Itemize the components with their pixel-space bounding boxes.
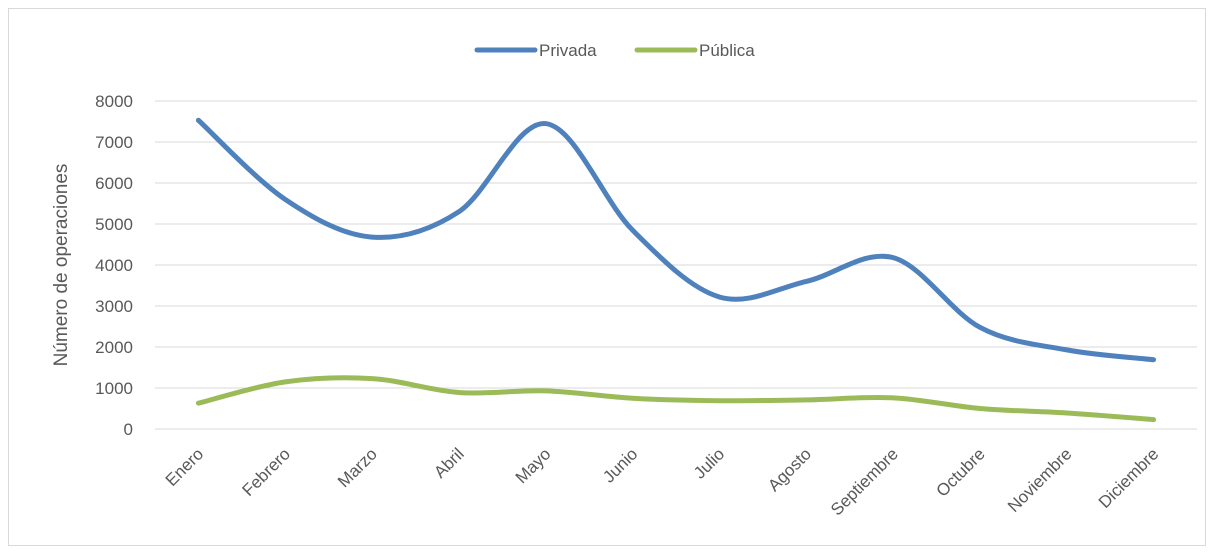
x-tick-label: Julio bbox=[690, 444, 728, 482]
y-tick-labels: 0 1000 2000 3000 4000 5000 6000 7000 8000 bbox=[95, 92, 133, 439]
y-tick-label: 2000 bbox=[95, 338, 133, 357]
y-tick-label: 1000 bbox=[95, 379, 133, 398]
series-lines bbox=[195, 117, 1157, 423]
series-line-privada bbox=[195, 117, 1157, 363]
x-tick-labels: Enero Febrero Marzo Abril Mayo Junio Julio Agos… bbox=[162, 444, 1163, 519]
x-tick-label: Junio bbox=[599, 444, 641, 486]
y-tick-label: 3000 bbox=[95, 297, 133, 316]
y-tick-label: 5000 bbox=[95, 215, 133, 234]
legend-label-privada: Privada bbox=[539, 41, 597, 60]
series-line-publica bbox=[195, 375, 1157, 423]
x-tick-label: Abril bbox=[430, 444, 467, 481]
y-tick-label: 7000 bbox=[95, 133, 133, 152]
x-tick-label: Octubre bbox=[933, 444, 989, 500]
y-tick-label: 8000 bbox=[95, 92, 133, 111]
x-tick-label: Mayo bbox=[512, 444, 555, 487]
legend: Privada Pública bbox=[474, 41, 755, 60]
x-tick-label: Marzo bbox=[334, 444, 381, 491]
chart-frame: 0 1000 2000 3000 4000 5000 6000 7000 8000 Enero F… bbox=[8, 8, 1206, 546]
y-tick-label: 6000 bbox=[95, 174, 133, 193]
x-tick-label: Agosto bbox=[764, 444, 815, 495]
x-tick-label: Enero bbox=[162, 444, 208, 490]
legend-label-publica: Pública bbox=[699, 41, 755, 60]
x-tick-label: Febrero bbox=[239, 444, 295, 500]
line-chart: 0 1000 2000 3000 4000 5000 6000 7000 8000 Enero F… bbox=[51, 41, 1197, 519]
x-tick-label: Septiembre bbox=[827, 444, 902, 519]
x-tick-label: Diciembre bbox=[1095, 444, 1163, 512]
y-tick-label: 4000 bbox=[95, 256, 133, 275]
y-tick-label: 0 bbox=[124, 420, 133, 439]
y-axis-title: Número de operaciones bbox=[51, 164, 72, 367]
x-tick-label: Noviembre bbox=[1004, 444, 1076, 516]
